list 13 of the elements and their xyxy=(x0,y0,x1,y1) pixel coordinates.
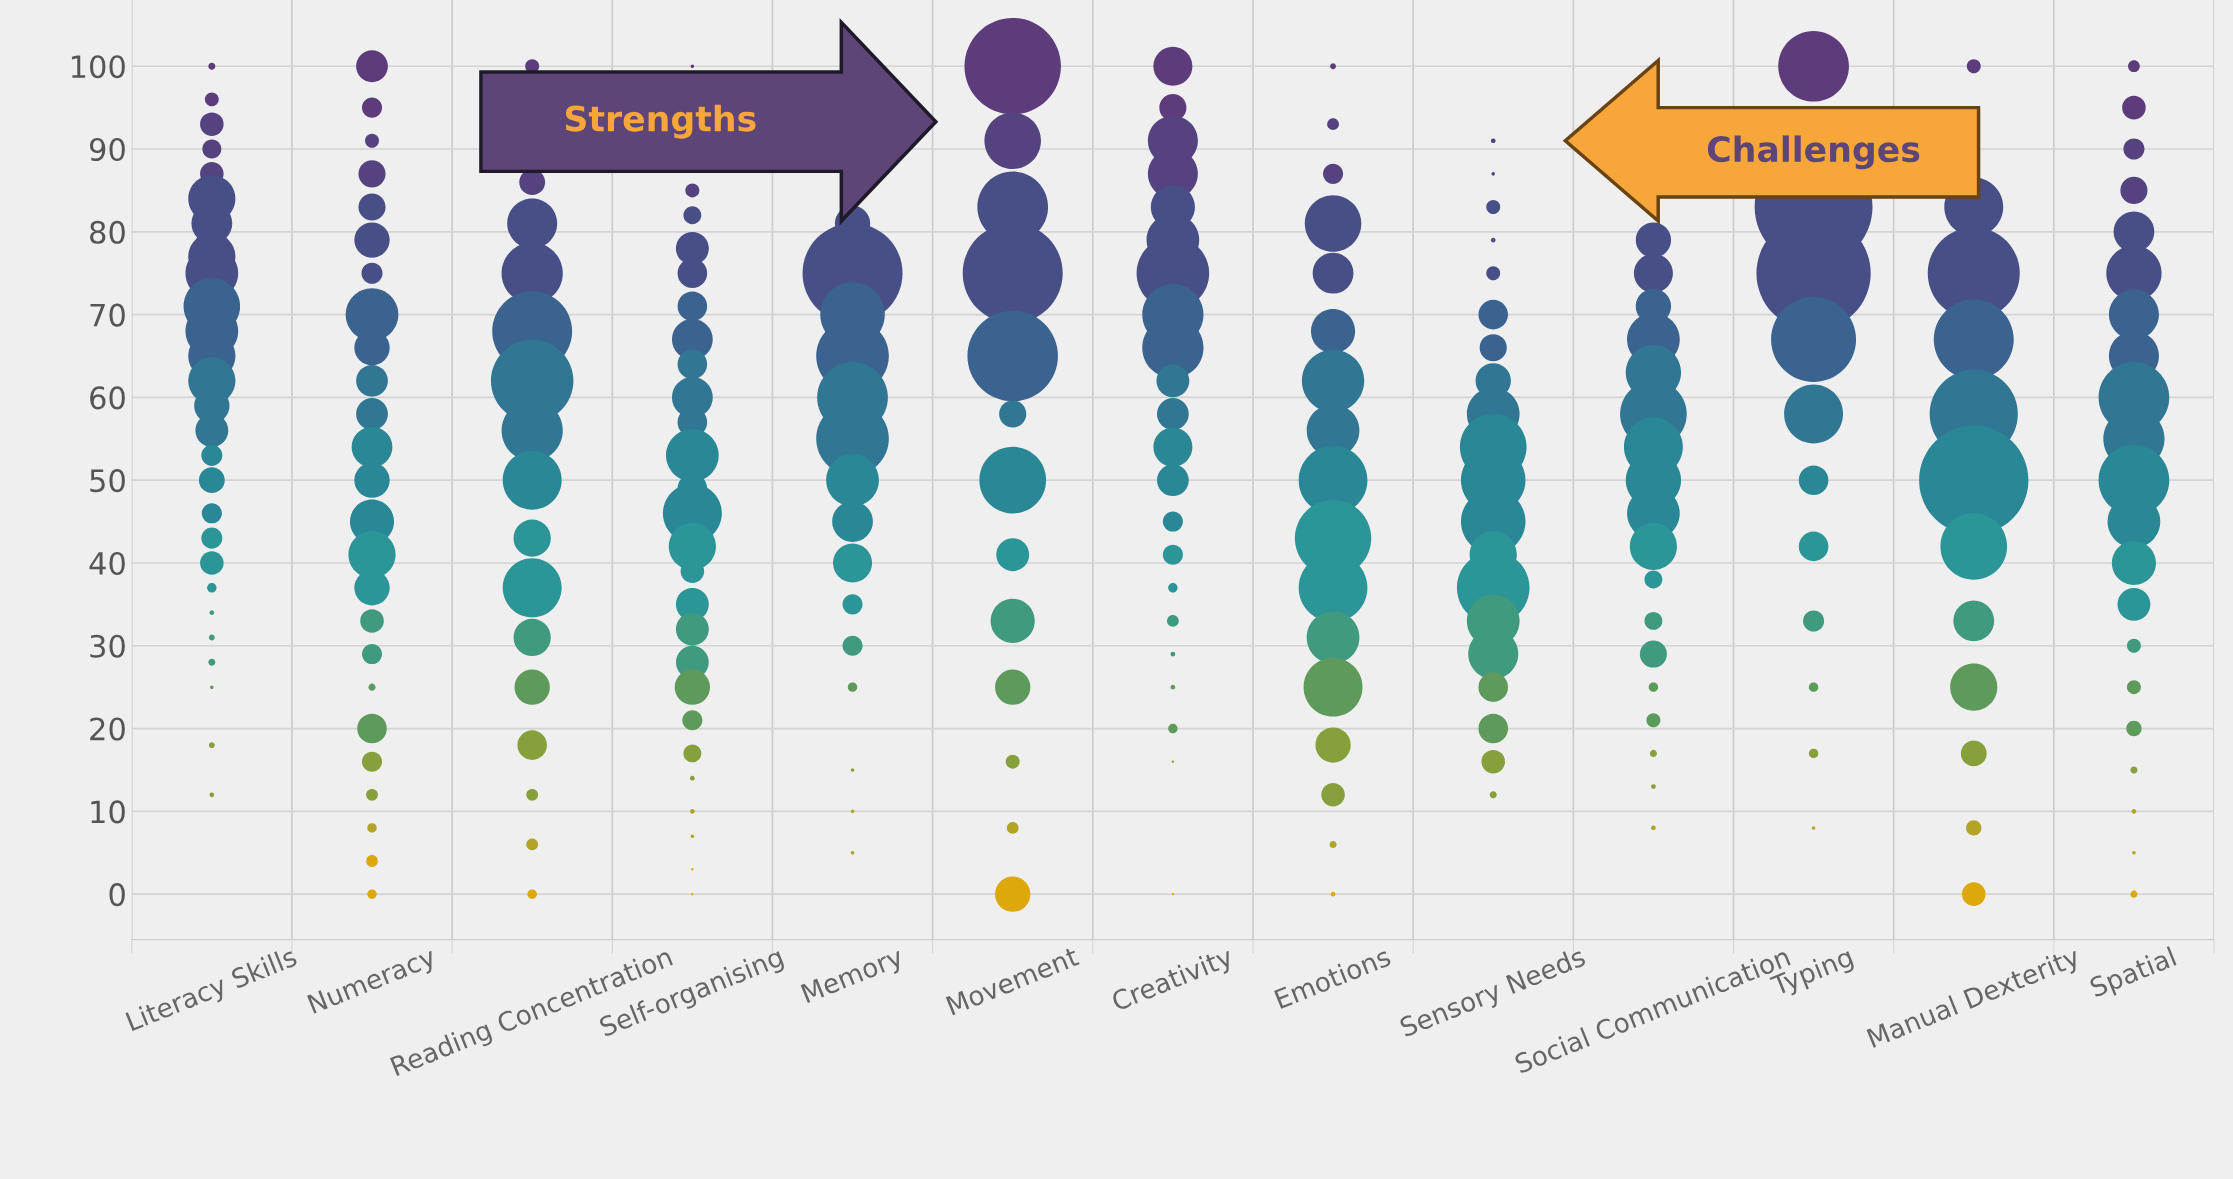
y-tick-label: 80 xyxy=(90,220,125,244)
y-tick-label: 60 xyxy=(90,386,125,410)
y-tick-label: 20 xyxy=(90,717,125,741)
y-tick-label: 10 xyxy=(91,800,125,824)
annotation: Challenges xyxy=(1707,135,1920,170)
y-tick-label: 30 xyxy=(90,634,125,658)
y-tick-label: 50 xyxy=(90,469,125,493)
y-tick-label: 70 xyxy=(90,303,125,327)
y-tick-label: 100 xyxy=(71,55,125,79)
y-tick-label: 40 xyxy=(89,551,125,576)
y-tick-label: 90 xyxy=(89,137,125,162)
y-tick-label: 0 xyxy=(109,883,125,907)
annotation: Strengths xyxy=(565,104,756,139)
